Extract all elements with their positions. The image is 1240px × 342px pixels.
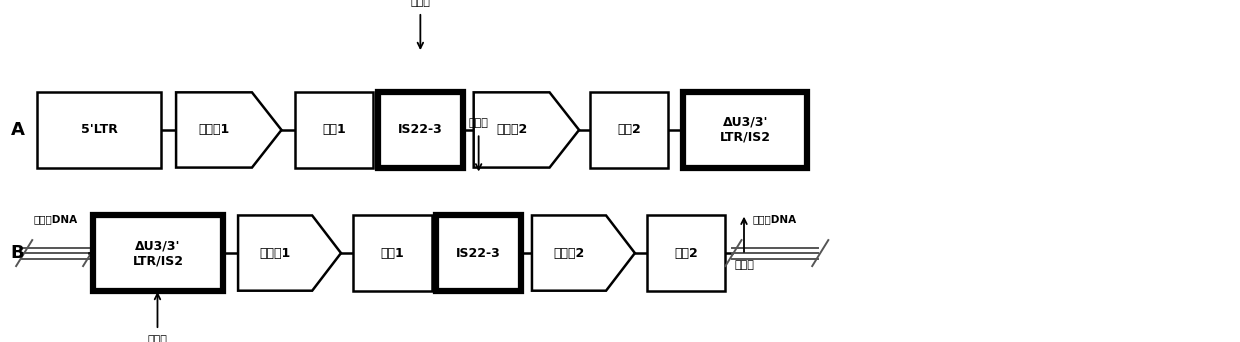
Text: 基因2: 基因2 <box>675 247 698 260</box>
Text: 基因1: 基因1 <box>322 123 346 136</box>
Text: 启动子2: 启动子2 <box>496 123 527 136</box>
Text: 启动子2: 启动子2 <box>553 247 584 260</box>
Text: 绝缘子: 绝缘子 <box>148 335 167 342</box>
Polygon shape <box>295 92 373 168</box>
Text: 基因2: 基因2 <box>618 123 641 136</box>
Polygon shape <box>590 92 668 168</box>
Text: 绝缘子: 绝缘子 <box>734 260 754 270</box>
Text: 基因1: 基因1 <box>381 247 404 260</box>
Polygon shape <box>378 92 463 168</box>
Polygon shape <box>474 92 579 168</box>
Text: ΔU3/3'
LTR/IS2: ΔU3/3' LTR/IS2 <box>133 239 184 267</box>
Polygon shape <box>93 215 223 291</box>
Polygon shape <box>436 215 521 291</box>
Text: IS22-3: IS22-3 <box>398 123 443 136</box>
Polygon shape <box>683 92 807 168</box>
Text: 绝缘子: 绝缘子 <box>410 0 430 7</box>
Text: 绝缘子: 绝缘子 <box>469 118 489 128</box>
Text: 基因组DNA: 基因组DNA <box>33 214 78 224</box>
Text: B: B <box>11 244 24 262</box>
Text: A: A <box>10 121 25 139</box>
Polygon shape <box>647 215 725 291</box>
Text: 基因组DNA: 基因组DNA <box>753 214 797 224</box>
Text: 5'LTR: 5'LTR <box>81 123 118 136</box>
Polygon shape <box>176 92 281 168</box>
Text: ΔU3/3'
LTR/IS2: ΔU3/3' LTR/IS2 <box>719 116 771 144</box>
Text: IS22-3: IS22-3 <box>456 247 501 260</box>
Polygon shape <box>37 92 161 168</box>
Text: 启动子1: 启动子1 <box>198 123 229 136</box>
Polygon shape <box>532 215 635 291</box>
Polygon shape <box>238 215 341 291</box>
Text: 启动子1: 启动子1 <box>259 247 290 260</box>
Polygon shape <box>353 215 432 291</box>
